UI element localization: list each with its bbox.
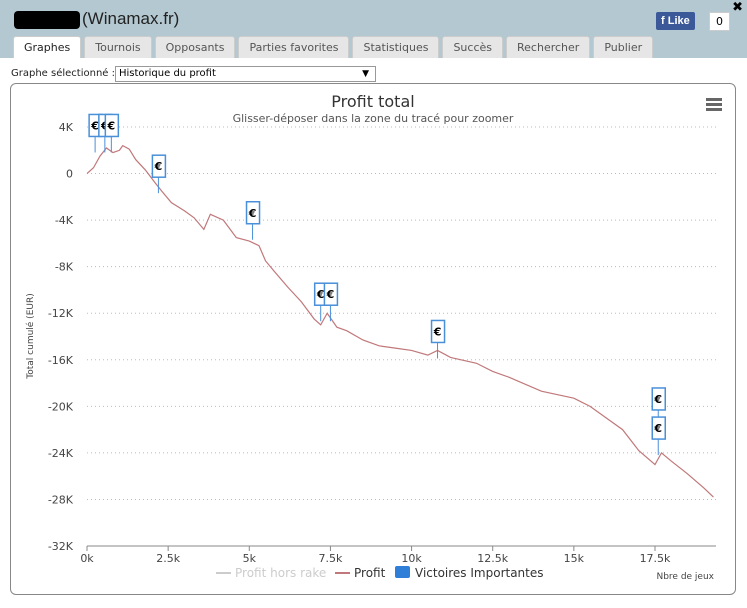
x-tick-label: 15k <box>564 552 585 565</box>
chart-title: Profit total <box>331 92 414 111</box>
tab-rechercher[interactable]: Rechercher <box>506 36 591 59</box>
victory-flag <box>245 201 261 225</box>
x-tick-label: 2.5k <box>156 552 180 565</box>
facebook-like-button[interactable]: f Like <box>656 12 695 30</box>
title-text: (Winamax.fr) <box>82 9 180 28</box>
euro-icon: € <box>154 160 163 173</box>
euro-icon: € <box>316 288 325 301</box>
euro-icon: € <box>248 207 257 220</box>
graph-select[interactable]: Historique du profit ▼ <box>115 66 376 82</box>
victory-flag <box>104 113 120 138</box>
dropdown-arrow-icon: ▼ <box>362 69 369 79</box>
tab-succes[interactable]: Succès <box>442 36 504 59</box>
y-tick-label: -28K <box>48 493 74 506</box>
x-tick-label: 12.5k <box>477 552 508 565</box>
victory-flag <box>151 154 167 178</box>
legend-rake: Profit hors rake <box>235 566 326 580</box>
y-tick-label: -8K <box>55 261 74 274</box>
menu-icon[interactable] <box>706 98 722 111</box>
legend-flags-swatch <box>395 566 410 578</box>
y-tick-label: -16K <box>48 354 74 367</box>
y-tick-label: 4K <box>59 121 74 134</box>
content-panel: Graphe sélectionné : Historique du profi… <box>0 58 747 608</box>
tab-parties-favorites[interactable]: Parties favorites <box>238 36 350 59</box>
euro-icon: € <box>90 119 99 132</box>
euro-icon: € <box>653 393 662 406</box>
x-tick-label: 5k <box>243 552 257 565</box>
tab-statistiques[interactable]: Statistiques <box>352 36 440 59</box>
x-tick-label: 17.5k <box>640 552 671 565</box>
like-count: 0 <box>709 12 730 31</box>
profit-line <box>86 144 714 498</box>
tab-graphes[interactable]: Graphes <box>13 36 82 59</box>
x-tick-label: 10k <box>401 552 422 565</box>
legend-profit: Profit <box>354 566 386 580</box>
redacted-username <box>14 10 80 29</box>
graph-select-label: Graphe sélectionné : <box>11 68 115 79</box>
euro-icon: € <box>100 119 109 132</box>
y-tick-label: -4K <box>55 214 74 227</box>
window-title: (Winamax.fr) <box>14 9 179 29</box>
euro-icon: € <box>653 422 662 435</box>
y-tick-label: -20K <box>48 400 74 413</box>
tab-publier[interactable]: Publier <box>593 36 654 59</box>
euro-icon: € <box>107 119 116 132</box>
victory-flag <box>430 319 446 344</box>
legend-flags: Victoires Importantes <box>415 566 544 580</box>
x-axis-title: Nbre de jeux <box>656 572 714 582</box>
y-tick-label: 0 <box>66 168 73 181</box>
victory-flag <box>323 282 339 306</box>
victory-flag <box>651 416 666 440</box>
victory-flag <box>651 387 666 411</box>
chart-container: Profit total Glisser-déposer dans la zone… <box>10 83 736 595</box>
x-tick-label: 7.5k <box>318 552 342 565</box>
tab-opposants[interactable]: Opposants <box>154 36 236 59</box>
x-tick-label: 0k <box>80 552 94 565</box>
chart-subtitle: Glisser-déposer dans la zone du tracé po… <box>233 112 514 125</box>
close-icon[interactable]: ✖ <box>732 0 743 15</box>
graph-select-value: Historique du profit <box>119 68 216 79</box>
y-tick-label: -24K <box>48 447 74 460</box>
y-axis-title: Total cumulé (EUR) <box>25 293 36 379</box>
euro-icon: € <box>433 325 442 338</box>
y-tick-label: -12K <box>48 307 74 320</box>
y-tick-label: -32K <box>48 540 74 553</box>
tab-tournois[interactable]: Tournois <box>84 36 152 59</box>
like-label: Like <box>667 15 690 27</box>
euro-icon: € <box>326 288 335 301</box>
